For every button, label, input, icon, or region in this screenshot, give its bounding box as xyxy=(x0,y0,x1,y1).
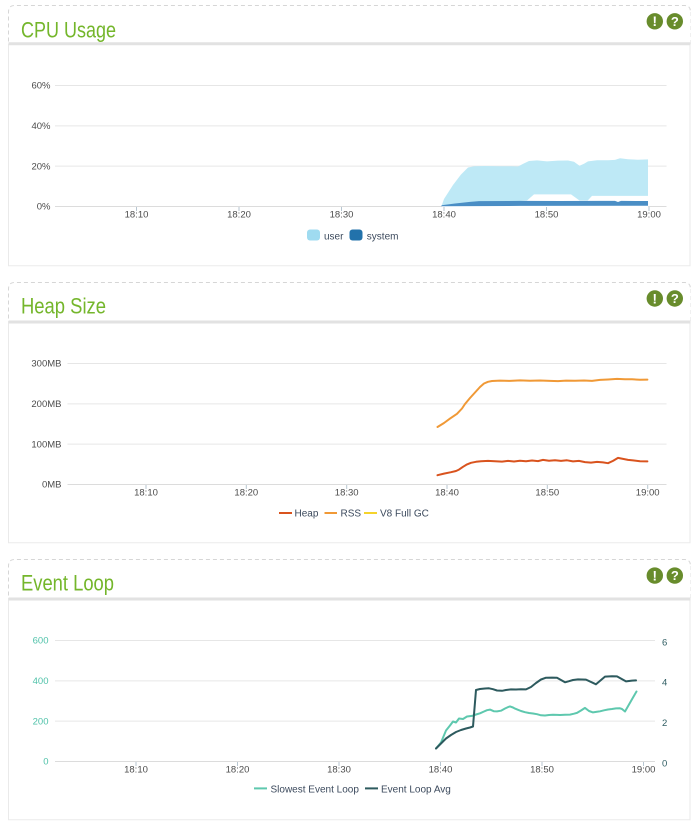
svg-text:18:10: 18:10 xyxy=(125,210,149,221)
svg-text:18:10: 18:10 xyxy=(134,488,158,499)
svg-text:Event Loop: Event Loop xyxy=(21,570,114,595)
svg-text:18:40: 18:40 xyxy=(432,210,456,221)
svg-text:Event Loop Avg: Event Loop Avg xyxy=(381,785,451,796)
svg-text:400: 400 xyxy=(33,676,49,687)
svg-text:2: 2 xyxy=(662,718,667,729)
svg-text:6: 6 xyxy=(662,637,667,648)
svg-text:Heap Size: Heap Size xyxy=(21,293,106,318)
svg-text:18:50: 18:50 xyxy=(535,488,559,499)
svg-text:200MB: 200MB xyxy=(31,399,61,410)
svg-text:user: user xyxy=(324,231,344,242)
svg-text:0: 0 xyxy=(662,758,667,769)
svg-text:20%: 20% xyxy=(31,161,51,172)
svg-text:18:20: 18:20 xyxy=(234,488,258,499)
svg-text:19:00: 19:00 xyxy=(632,765,656,776)
svg-text:18:30: 18:30 xyxy=(335,488,359,499)
svg-text:?: ? xyxy=(671,14,679,29)
svg-text:!: ! xyxy=(653,568,658,583)
svg-text:Heap: Heap xyxy=(295,508,319,519)
svg-text:?: ? xyxy=(671,291,679,306)
svg-text:19:00: 19:00 xyxy=(636,488,660,499)
svg-text:600: 600 xyxy=(33,636,49,647)
svg-text:60%: 60% xyxy=(31,81,51,92)
svg-text:4: 4 xyxy=(662,678,667,689)
svg-text:18:50: 18:50 xyxy=(530,765,554,776)
svg-text:?: ? xyxy=(671,568,679,583)
svg-text:18:30: 18:30 xyxy=(330,210,354,221)
svg-text:system: system xyxy=(367,231,399,242)
svg-text:CPU Usage: CPU Usage xyxy=(21,17,116,42)
svg-text:0MB: 0MB xyxy=(42,480,62,491)
svg-text:19:00: 19:00 xyxy=(637,210,661,221)
svg-text:!: ! xyxy=(653,291,658,306)
svg-text:100MB: 100MB xyxy=(31,439,61,450)
svg-text:RSS: RSS xyxy=(341,508,362,519)
svg-text:18:20: 18:20 xyxy=(227,210,251,221)
svg-text:0%: 0% xyxy=(37,202,51,213)
svg-text:18:40: 18:40 xyxy=(435,488,459,499)
svg-text:Slowest Event Loop: Slowest Event Loop xyxy=(271,785,360,796)
svg-text:40%: 40% xyxy=(31,121,51,132)
svg-text:18:50: 18:50 xyxy=(535,210,559,221)
svg-text:!: ! xyxy=(653,14,658,29)
svg-text:18:10: 18:10 xyxy=(124,765,148,776)
svg-text:300MB: 300MB xyxy=(31,359,61,370)
svg-text:0: 0 xyxy=(43,757,48,768)
svg-text:18:20: 18:20 xyxy=(226,765,250,776)
svg-text:200: 200 xyxy=(33,716,49,727)
svg-text:18:30: 18:30 xyxy=(327,765,351,776)
svg-text:V8 Full GC: V8 Full GC xyxy=(380,508,429,519)
svg-text:18:40: 18:40 xyxy=(429,765,453,776)
